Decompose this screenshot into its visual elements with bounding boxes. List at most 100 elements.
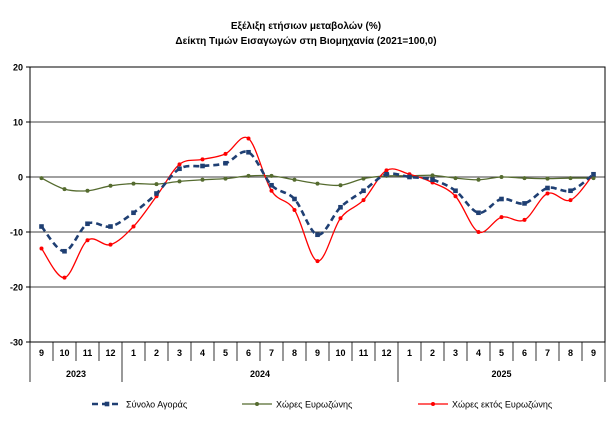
- chart-subtitle: Δείκτη Τιμών Εισαγωγών στη Βιομηχανία (2…: [175, 36, 436, 47]
- legend-item-2: Χώρες Ευρωζώνης: [242, 400, 353, 410]
- data-point: [453, 188, 458, 194]
- data-point: [223, 151, 228, 156]
- x-tick-label: 9: [39, 348, 44, 358]
- data-point: [499, 175, 504, 179]
- year-label: 2025: [491, 369, 511, 379]
- x-tick-label: 8: [568, 348, 573, 358]
- data-point: [177, 162, 182, 167]
- data-point: [545, 185, 550, 191]
- data-point: [315, 232, 320, 238]
- data-point: [361, 198, 366, 203]
- y-tick-label: -30: [10, 338, 23, 348]
- data-point: [545, 191, 550, 196]
- data-point: [384, 171, 389, 177]
- data-point: [499, 215, 504, 220]
- data-point: [223, 176, 228, 181]
- data-point: [568, 176, 573, 181]
- data-point: [223, 160, 228, 166]
- data-point: [453, 194, 458, 199]
- data-point: [108, 183, 113, 188]
- series-2: [39, 173, 596, 193]
- legend-marker: [255, 402, 259, 406]
- data-point: [384, 168, 389, 173]
- x-tick-label: 7: [269, 348, 274, 358]
- data-point: [200, 157, 205, 162]
- x-tick-label: 3: [177, 348, 182, 358]
- data-point: [522, 217, 527, 222]
- x-tick-label: 10: [335, 348, 345, 358]
- data-point: [568, 198, 573, 203]
- data-point: [131, 224, 136, 229]
- data-point: [246, 173, 251, 178]
- y-tick-label: 0: [18, 173, 23, 183]
- y-tick-label: -20: [10, 283, 23, 293]
- x-tick-label: 1: [131, 348, 136, 358]
- data-point: [315, 259, 320, 264]
- data-point: [338, 204, 343, 210]
- x-tick-label: 9: [315, 348, 320, 358]
- series-3: [39, 136, 596, 280]
- data-point: [430, 173, 435, 178]
- data-point: [292, 208, 297, 212]
- data-point: [292, 177, 297, 182]
- data-point: [361, 188, 366, 194]
- data-point: [62, 187, 67, 192]
- series-lines: [39, 136, 596, 280]
- x-tick-label: 1: [407, 348, 412, 358]
- data-point: [154, 191, 159, 196]
- data-point: [315, 181, 320, 186]
- series-line: [40, 136, 594, 279]
- y-axis-ticks: 20 10 0 -10 -20 -30: [10, 63, 30, 348]
- legend-label: Χώρες Ευρωζώνης: [276, 400, 353, 410]
- x-tick-label: 12: [105, 348, 115, 358]
- x-tick-label: 2: [430, 348, 435, 358]
- year-label: 2023: [66, 369, 86, 379]
- data-point: [39, 246, 44, 251]
- data-point: [338, 183, 343, 188]
- data-point: [430, 177, 435, 183]
- x-tick-label: 6: [246, 348, 251, 358]
- data-point: [499, 196, 504, 202]
- data-point: [246, 136, 251, 141]
- data-point: [131, 181, 136, 186]
- legend-marker: [104, 401, 110, 407]
- legend-label: Σύνολο Αγοράς: [126, 400, 188, 410]
- data-point: [85, 238, 90, 243]
- data-point: [453, 176, 458, 181]
- data-point: [177, 179, 182, 184]
- data-point: [522, 201, 527, 206]
- series-1: [39, 149, 596, 254]
- data-point: [108, 242, 113, 247]
- x-tick-label: 3: [453, 348, 458, 358]
- data-point: [200, 177, 205, 182]
- data-point: [591, 176, 596, 181]
- data-point: [407, 174, 412, 180]
- data-point: [545, 176, 550, 181]
- data-point: [85, 221, 90, 227]
- data-point: [269, 188, 274, 193]
- y-tick-label: 20: [13, 63, 23, 73]
- chart-title: Εξέλιξη ετήσιων μεταβολών (%): [231, 21, 381, 32]
- x-tick-label: 5: [499, 348, 504, 358]
- data-point: [108, 224, 113, 229]
- x-tick-label: 4: [476, 348, 481, 358]
- x-tick-label: 10: [59, 348, 69, 358]
- x-tick-label: 9: [591, 348, 596, 358]
- y-tick-label: -10: [10, 228, 23, 238]
- data-point: [39, 224, 44, 229]
- data-point: [522, 176, 527, 181]
- x-tick-label: 11: [83, 348, 93, 358]
- data-point: [476, 230, 481, 234]
- data-point: [476, 210, 481, 216]
- legend-item-1: Σύνολο Αγοράς: [92, 400, 188, 410]
- data-point: [154, 182, 159, 187]
- legend-item-3: Χώρες εκτός Ευρωζώνης: [418, 400, 553, 410]
- year-label: 2024: [250, 369, 270, 379]
- legend-marker: [431, 402, 435, 406]
- y-tick-label: 10: [13, 118, 23, 128]
- plot-area: [29, 66, 606, 343]
- x-tick-label: 8: [292, 348, 297, 358]
- legend-label: Χώρες εκτός Ευρωζώνης: [452, 400, 553, 410]
